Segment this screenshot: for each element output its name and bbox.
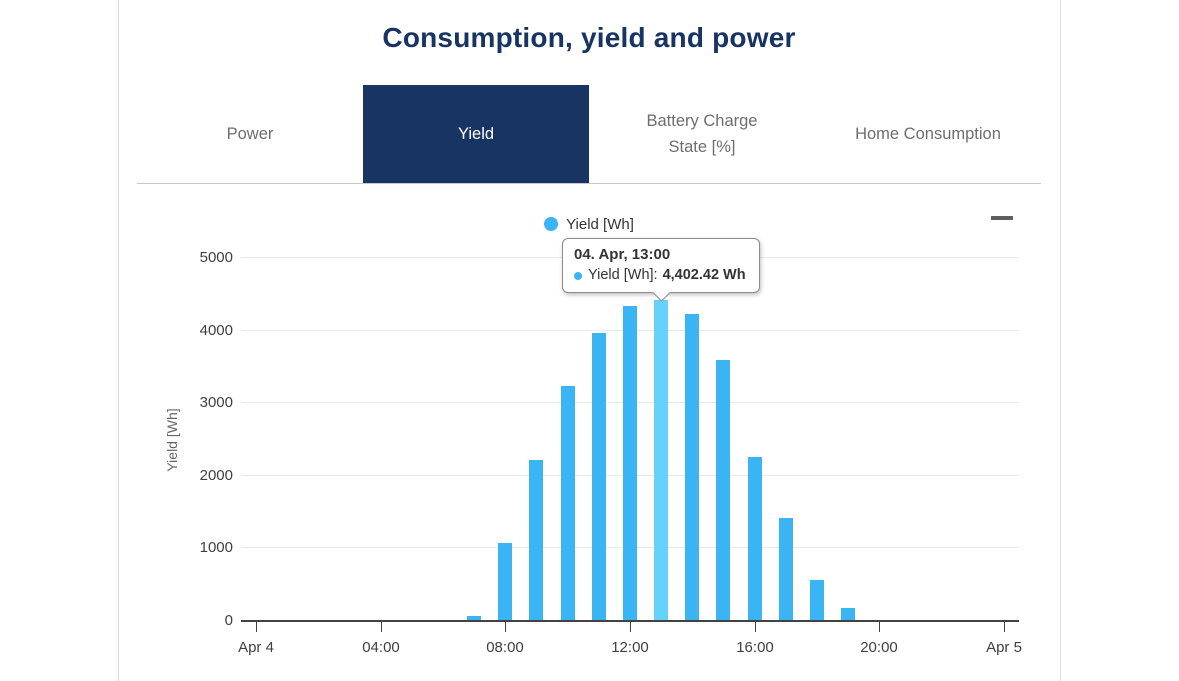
tooltip-title: 04. Apr, 13:00: [574, 246, 671, 263]
x-tick-04:00: [381, 622, 382, 632]
bar-18h[interactable]: [810, 580, 824, 620]
bar-7h[interactable]: [467, 615, 481, 620]
legend-marker-icon: [544, 217, 559, 231]
bar-9h[interactable]: [529, 460, 543, 620]
bar-8h[interactable]: [498, 543, 512, 620]
tooltip-series-label: Yield [Wh]:: [588, 267, 658, 283]
tooltip-series-value: 4,402.42 Wh: [662, 267, 746, 283]
tab-divider: [137, 183, 1041, 184]
bar-10h[interactable]: [561, 385, 575, 620]
tab-power[interactable]: Power: [137, 85, 363, 183]
bar-11h[interactable]: [592, 333, 606, 620]
legend-label: Yield [Wh]: [566, 215, 634, 233]
y-tick-label-4000: 4000: [199, 322, 233, 339]
x-tick-label-08:00: 08:00: [486, 639, 524, 656]
x-tick-label-20:00: 20:00: [860, 639, 898, 656]
y-tick-label-0: 0: [224, 612, 233, 629]
bar-17h[interactable]: [779, 517, 793, 620]
bar-19h[interactable]: [841, 607, 855, 620]
page-title: Consumption, yield and power: [382, 22, 796, 53]
tab-home-consumption[interactable]: Home Consumption: [815, 85, 1041, 183]
x-tick-label-04:00: 04:00: [362, 639, 400, 656]
bar-15h[interactable]: [716, 360, 730, 620]
x-tick-label-Apr 4: Apr 4: [238, 639, 274, 656]
tab-home-consumption-label: Home Consumption: [855, 125, 1001, 143]
x-tick-Apr 5: [1004, 622, 1005, 632]
x-tick-label-Apr 5: Apr 5: [986, 639, 1022, 656]
y-tick-label-5000: 5000: [199, 249, 233, 266]
tab-battery-charge-state[interactable]: Battery Charge State [%]: [589, 85, 815, 183]
y-tick-label-3000: 3000: [199, 394, 233, 411]
legend: Yield [Wh]: [137, 214, 1041, 234]
bar-12h[interactable]: [623, 305, 637, 620]
tooltip: 04. Apr, 13:00 Yield [Wh]: 4,402.42 Wh: [562, 238, 760, 293]
legend-item-yield[interactable]: Yield [Wh]: [544, 216, 634, 233]
x-tick-Apr 4: [256, 622, 257, 632]
tab-yield-label: Yield: [457, 125, 495, 143]
tab-power-label: Power: [226, 125, 274, 143]
x-tick-12:00: [630, 622, 631, 632]
x-tick-08:00: [505, 622, 506, 632]
tab-battery-charge-state-label: Battery Charge State [%]: [646, 112, 758, 156]
y-axis-title: Yield [Wh]: [164, 408, 180, 472]
chart-export-menu-button[interactable]: [991, 216, 1013, 232]
x-tick-20:00: [879, 622, 880, 632]
bar-16h[interactable]: [748, 456, 762, 620]
tab-yield[interactable]: Yield: [363, 85, 589, 183]
tab-bar: Power Yield Battery Charge State [%] Hom…: [137, 85, 1041, 183]
tooltip-series-marker-icon: [574, 271, 582, 280]
panel-left-border: [118, 0, 119, 681]
x-axis-line: [241, 620, 1019, 622]
x-tick-label-16:00: 16:00: [736, 639, 774, 656]
y-tick-label-2000: 2000: [199, 467, 233, 484]
bar-13h[interactable]: [654, 300, 668, 620]
x-tick-16:00: [755, 622, 756, 632]
panel-right-border: [1060, 0, 1061, 681]
hamburger-menu-icon: [991, 216, 1013, 220]
bar-14h[interactable]: [685, 314, 699, 620]
x-tick-label-12:00: 12:00: [611, 639, 649, 656]
y-tick-label-1000: 1000: [199, 539, 233, 556]
tooltip-series-row: Yield [Wh]: 4,402.42 Wh: [574, 267, 748, 284]
